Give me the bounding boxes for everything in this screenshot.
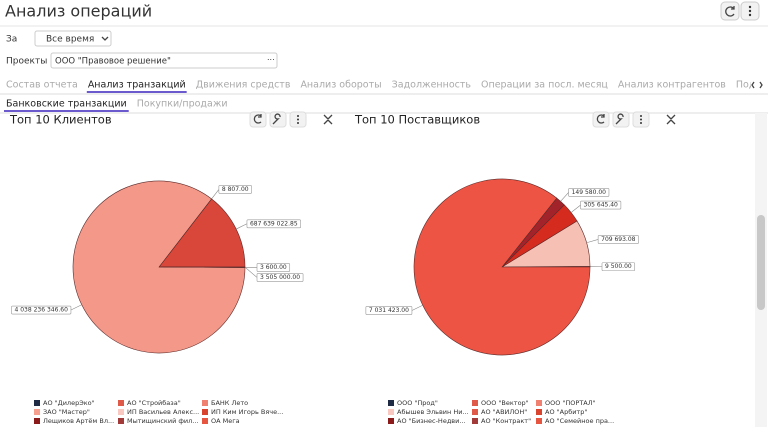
label-leader: [412, 305, 423, 310]
page-title: Анализ операций: [5, 2, 152, 21]
legend-swatch[interactable]: [118, 418, 124, 424]
legend-label[interactable]: ИП Ким Игорь Вяче...: [211, 408, 283, 416]
tab[interactable]: Движения средств: [196, 80, 291, 91]
legend-swatch[interactable]: [388, 418, 394, 424]
legend-swatch[interactable]: [388, 400, 394, 406]
project-value: ООО "Правовое решение": [55, 57, 171, 67]
subtab[interactable]: Банковские транзакции: [6, 99, 127, 110]
legend-swatch[interactable]: [34, 400, 40, 406]
legend-label[interactable]: Лещиков Артём Вл...: [43, 417, 114, 425]
legend-swatch[interactable]: [536, 400, 542, 406]
legend-swatch[interactable]: [34, 409, 40, 415]
legend-label[interactable]: Абышев Эльвин Ни...: [397, 408, 469, 416]
legend-label[interactable]: ОА Мега: [211, 417, 240, 425]
kebab-dot: [640, 122, 642, 124]
legend-label[interactable]: Мытищинский фил...: [127, 417, 199, 425]
legend-label[interactable]: АО "Бизнес-Недви...: [397, 417, 466, 425]
legend-label[interactable]: АО "Арбитр": [545, 408, 587, 416]
collapse-icon[interactable]: [667, 115, 675, 124]
legend-label[interactable]: АО "ДилерЭко": [43, 399, 95, 407]
subtab[interactable]: Покупки/продажи: [137, 99, 228, 110]
data-label: 149 580.00: [572, 189, 607, 196]
tab[interactable]: Анализ обороты: [300, 80, 381, 91]
tab-scroll[interactable]: [752, 82, 762, 88]
kebab-dot: [297, 122, 299, 124]
legend-label[interactable]: ООО "ПОРТАЛ": [545, 399, 596, 407]
legend-label[interactable]: АО "Контракт": [481, 417, 531, 425]
legend-swatch[interactable]: [202, 400, 208, 406]
legend-swatch[interactable]: [118, 409, 124, 415]
tab[interactable]: Состав отчета: [6, 80, 78, 91]
label-leader: [571, 205, 580, 212]
data-label: 7 031 423.00: [369, 307, 409, 314]
data-label: 305 645.40: [584, 202, 619, 209]
data-label: 3 505 000.00: [260, 274, 300, 281]
legend-label[interactable]: БАНК Лето: [211, 399, 248, 407]
legend-swatch[interactable]: [536, 418, 542, 424]
legend-swatch[interactable]: [118, 400, 124, 406]
period-value: Все время: [46, 35, 94, 45]
legend-swatch[interactable]: [472, 409, 478, 415]
tab[interactable]: Анализ контрагентов: [618, 80, 726, 91]
legend-swatch[interactable]: [202, 409, 208, 415]
kebab-dot: [297, 115, 299, 117]
legend-label[interactable]: ИП Васильев Алекс...: [127, 408, 199, 416]
label-leader: [245, 267, 257, 277]
chart-title: Топ 10 Клиентов: [9, 113, 112, 127]
menu-button[interactable]: [741, 2, 759, 20]
tab[interactable]: Операции за посл. месяц: [481, 80, 608, 91]
label-leader: [587, 239, 599, 242]
legend-swatch[interactable]: [388, 409, 394, 415]
data-label: 9 500.00: [605, 263, 632, 270]
legend-label[interactable]: ООО "Прод": [397, 399, 438, 407]
tab[interactable]: Задолженность: [392, 80, 472, 91]
legend-label[interactable]: АО "Семейное пра...: [545, 417, 614, 425]
chart-title: Топ 10 Поставщиков: [354, 113, 480, 127]
collapse-icon[interactable]: [324, 115, 332, 124]
legend-swatch[interactable]: [472, 400, 478, 406]
label-leader: [71, 305, 82, 310]
period-label: За: [6, 35, 17, 45]
subtab-bar: Банковские транзакции Покупки/продажи: [4, 99, 228, 113]
tab[interactable]: Анализ транзакций: [88, 80, 186, 91]
label-leader: [212, 189, 219, 199]
legend-label[interactable]: ЗАО "Мастер": [43, 408, 90, 416]
tab-bar: Состав отчета Анализ транзакций Движения с…: [6, 80, 768, 94]
data-label: 709 693.08: [601, 236, 636, 243]
legend-swatch[interactable]: [202, 418, 208, 424]
data-label: 3 600.00: [260, 264, 287, 271]
refresh-button[interactable]: [721, 2, 739, 20]
kebab-dot: [297, 119, 299, 121]
more-icon: ···: [267, 56, 275, 65]
data-label: 8 807.00: [222, 186, 249, 193]
legend-swatch[interactable]: [536, 409, 542, 415]
kebab-dot: [640, 119, 642, 121]
label-leader: [236, 224, 247, 229]
legend-swatch[interactable]: [34, 418, 40, 424]
kebab-dot: [640, 115, 642, 117]
legend-label[interactable]: ООО "Вектор": [481, 399, 529, 407]
legend-label[interactable]: АО "АВИЛОН": [481, 408, 527, 416]
data-label: 4 038 236 346.60: [15, 307, 69, 314]
projects-label: Проекты: [6, 57, 47, 67]
label-leader: [561, 192, 569, 201]
legend-swatch[interactable]: [472, 418, 478, 424]
scroll-thumb[interactable]: [757, 215, 765, 310]
data-label: 687 639 022.85: [250, 220, 298, 227]
active-tab-underline: [87, 91, 187, 93]
legend-label[interactable]: АО "Стройбаза": [127, 399, 181, 407]
